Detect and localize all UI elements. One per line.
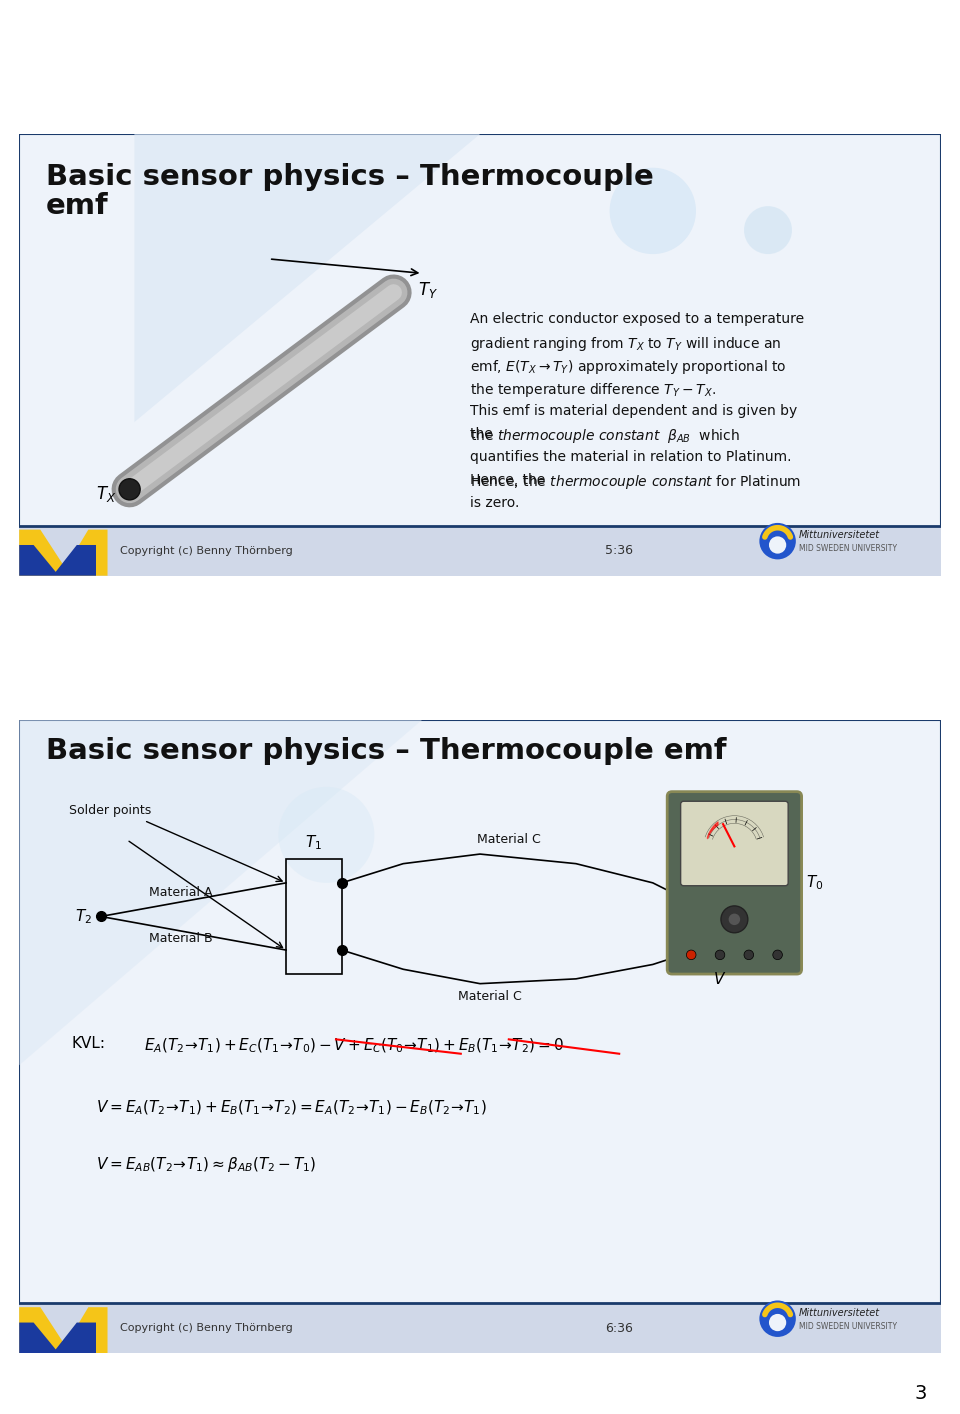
Bar	[286, 858, 342, 974]
Ellipse shape	[759, 523, 796, 560]
Ellipse shape	[769, 536, 786, 554]
Text: MID SWEDEN UNIVERSITY: MID SWEDEN UNIVERSITY	[799, 1322, 897, 1331]
Text: $V = E_{AB}(T_2\!\rightarrow\! T_1) \approx \beta_{AB}(T_2 - T_1)$: $V = E_{AB}(T_2\!\rightarrow\! T_1) \app…	[96, 1155, 317, 1174]
Text: Material A: Material A	[149, 887, 212, 899]
Ellipse shape	[773, 950, 782, 960]
Text: 6:36: 6:36	[605, 1322, 633, 1335]
Polygon shape	[19, 530, 108, 575]
Text: Solder points: Solder points	[69, 805, 152, 817]
Polygon shape	[19, 1322, 96, 1353]
Polygon shape	[134, 134, 480, 423]
Ellipse shape	[610, 168, 696, 255]
Ellipse shape	[721, 906, 748, 933]
Text: emf: emf	[46, 192, 108, 219]
Ellipse shape	[744, 206, 792, 255]
Text: Copyright (c) Benny Thörnberg: Copyright (c) Benny Thörnberg	[120, 1324, 293, 1333]
Text: $T_2$: $T_2$	[75, 908, 92, 926]
Text: 5:36: 5:36	[605, 544, 633, 557]
Text: Copyright (c) Benny Thörnberg: Copyright (c) Benny Thörnberg	[120, 546, 293, 556]
Text: 3: 3	[914, 1384, 926, 1403]
Polygon shape	[19, 720, 422, 1065]
Ellipse shape	[278, 786, 374, 882]
Text: Material B: Material B	[149, 932, 212, 945]
Text: Basic sensor physics – Thermocouple: Basic sensor physics – Thermocouple	[46, 163, 654, 191]
Text: Mittuniversitetet: Mittuniversitetet	[799, 530, 880, 540]
Text: emf, $E(T_X \rightarrow T_Y)$ approximately proportional to: emf, $E(T_X \rightarrow T_Y)$ approximat…	[470, 358, 787, 376]
Text: $V$: $V$	[713, 971, 727, 987]
Text: An electric conductor exposed to a temperature: An electric conductor exposed to a tempe…	[470, 311, 804, 325]
Text: $T_X$: $T_X$	[96, 484, 116, 505]
Polygon shape	[19, 720, 941, 1353]
Ellipse shape	[744, 950, 754, 960]
Text: Hence, the $\it{thermocouple\ constant}$ for Platinum: Hence, the $\it{thermocouple\ constant}$…	[470, 474, 802, 491]
Ellipse shape	[759, 1301, 796, 1338]
Ellipse shape	[729, 913, 740, 925]
Text: Mittuniversitetet: Mittuniversitetet	[799, 1308, 880, 1318]
Text: the $\it{thermocouple\ constant}$  $\beta_{AB}$  which: the $\it{thermocouple\ constant}$ $\beta…	[470, 427, 740, 445]
Polygon shape	[19, 526, 941, 575]
Text: Basic sensor physics – Thermocouple emf: Basic sensor physics – Thermocouple emf	[46, 737, 727, 765]
Text: the: the	[470, 427, 497, 441]
Polygon shape	[19, 134, 941, 575]
Ellipse shape	[715, 950, 725, 960]
Text: Hence, the: Hence, the	[470, 474, 550, 486]
FancyBboxPatch shape	[667, 792, 802, 974]
Text: $E_A(T_2\!\rightarrow\! T_1) + E_C(T_1\!\rightarrow\! T_0) - V + E_C(T_0\!\right: $E_A(T_2\!\rightarrow\! T_1) + E_C(T_1\!…	[144, 1036, 564, 1055]
Ellipse shape	[686, 950, 696, 960]
Text: KVL:: KVL:	[72, 1036, 106, 1052]
Text: Material C: Material C	[458, 990, 521, 1004]
Polygon shape	[19, 1307, 108, 1353]
Text: This emf is material dependent and is given by: This emf is material dependent and is gi…	[470, 404, 798, 419]
Text: MID SWEDEN UNIVERSITY: MID SWEDEN UNIVERSITY	[799, 544, 897, 553]
Text: $T_0$: $T_0$	[806, 874, 824, 892]
Polygon shape	[19, 544, 96, 575]
Text: $V = E_A(T_2\!\rightarrow\! T_1) + E_B(T_1\!\rightarrow\! T_2) = E_A(T_2\!\right: $V = E_A(T_2\!\rightarrow\! T_1) + E_B(T…	[96, 1099, 487, 1117]
Ellipse shape	[769, 1314, 786, 1331]
Text: $T_1$: $T_1$	[305, 833, 323, 853]
Text: $T_Y$: $T_Y$	[418, 280, 438, 300]
Text: is zero.: is zero.	[470, 496, 519, 510]
Polygon shape	[19, 1304, 941, 1353]
Text: the temperature difference $T_Y - T_X$.: the temperature difference $T_Y - T_X$.	[470, 380, 716, 399]
Text: Material C: Material C	[477, 833, 540, 847]
Ellipse shape	[119, 479, 140, 501]
Text: quantifies the material in relation to Platinum.: quantifies the material in relation to P…	[470, 450, 792, 464]
Text: gradient ranging from $T_X$ to $T_Y$ will induce an: gradient ranging from $T_X$ to $T_Y$ wil…	[470, 335, 781, 352]
FancyBboxPatch shape	[681, 802, 788, 885]
